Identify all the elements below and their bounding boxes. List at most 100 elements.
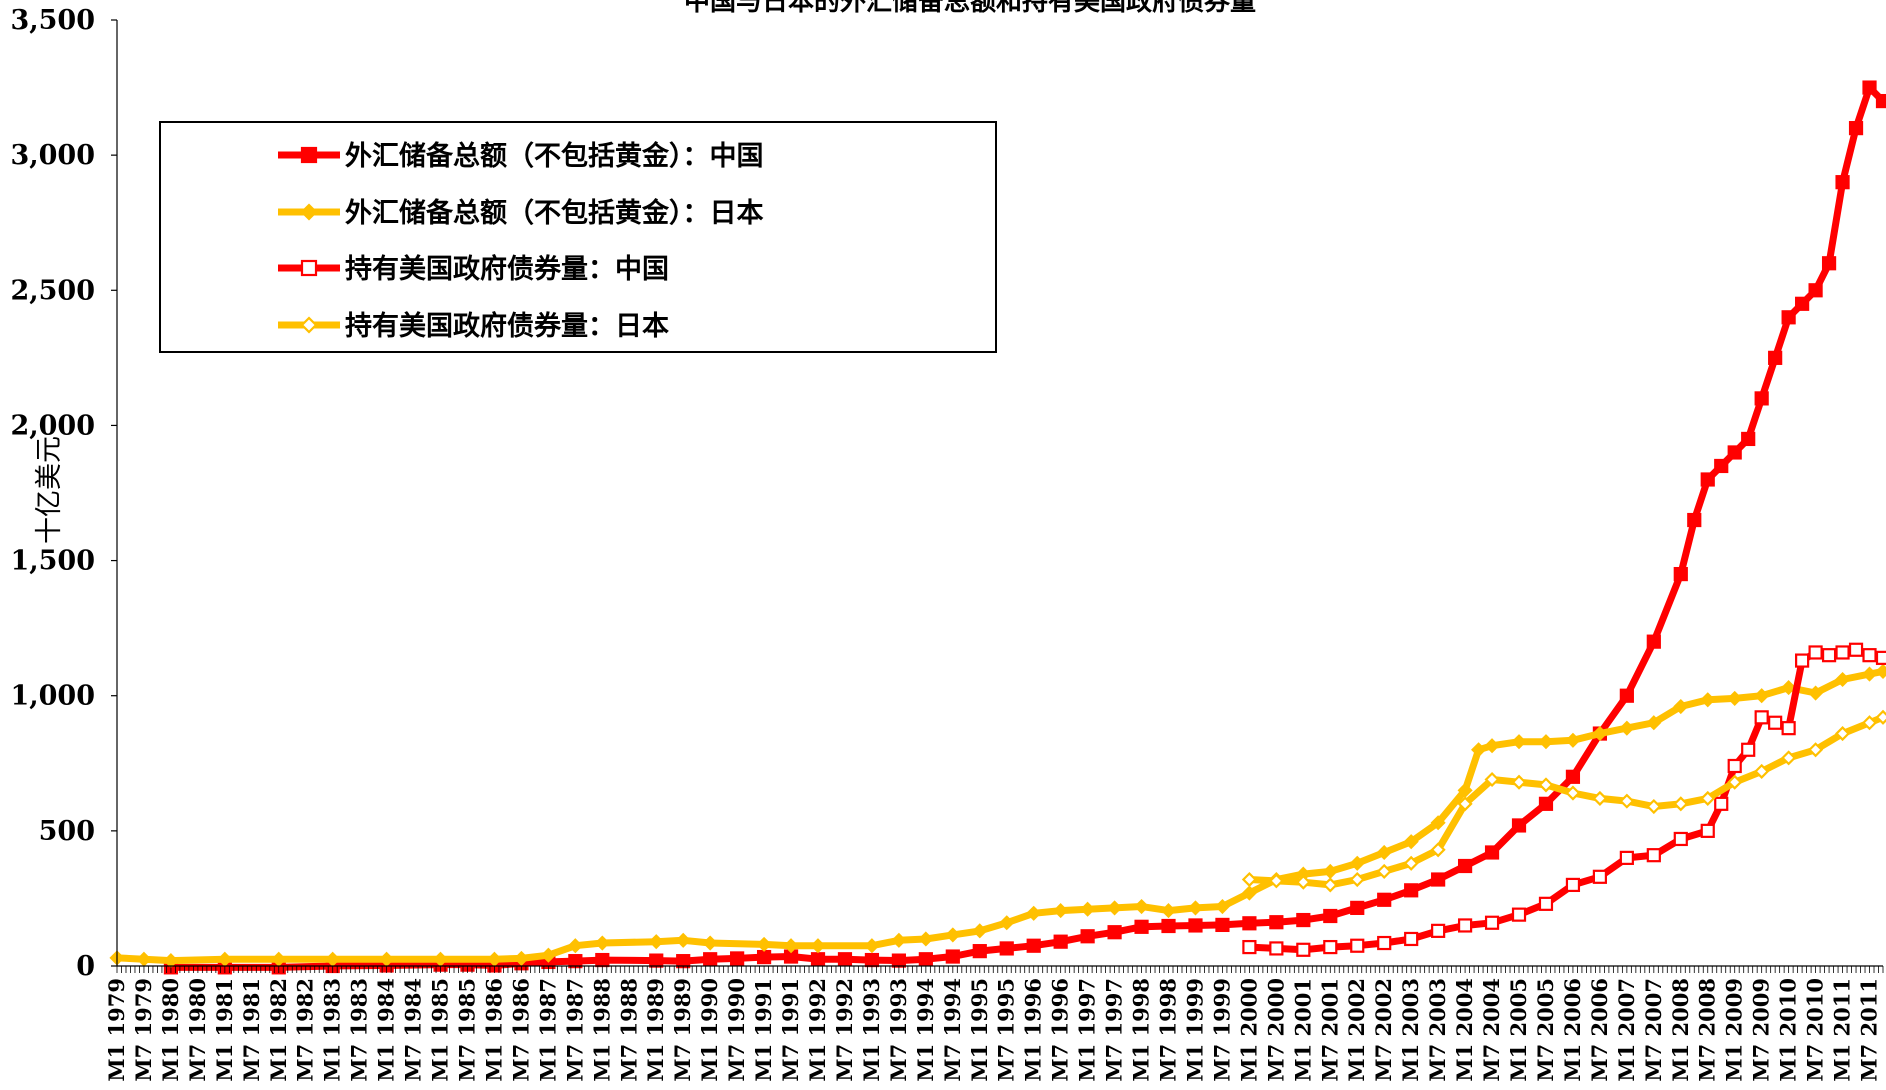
x-tick-label: M1 2006 [1560, 978, 1585, 1082]
data-point [864, 952, 880, 968]
data-point [1538, 777, 1554, 793]
data-point [1269, 941, 1284, 956]
x-tick-label: M7 2011 [1857, 978, 1882, 1082]
data-point [703, 952, 718, 967]
data-point [1700, 472, 1715, 487]
y-tick-label: 1,000 [10, 681, 95, 712]
data-point [595, 952, 610, 968]
x-tick-label: M1 1989 [643, 978, 668, 1082]
data-point [1781, 721, 1796, 736]
data-point [1875, 663, 1886, 679]
data-point [1268, 873, 1284, 889]
data-point [1484, 771, 1500, 788]
x-tick-label: M7 1987 [562, 978, 587, 1082]
data-point [1484, 738, 1500, 754]
data-point [486, 951, 503, 967]
y-axis-label: 十亿美元 [34, 436, 65, 544]
data-point [1821, 256, 1837, 271]
data-point [1673, 566, 1688, 582]
x-tick-label: M7 2007 [1641, 978, 1666, 1082]
x-tick-label: M1 1982 [266, 978, 291, 1082]
data-point [1538, 796, 1554, 811]
data-point [1323, 939, 1338, 955]
data-point [1403, 834, 1419, 850]
y-tick-label: 0 [76, 951, 95, 982]
x-tick-label: M1 2007 [1614, 978, 1639, 1082]
data-point [379, 951, 395, 967]
x-tick-label: M7 1999 [1209, 978, 1234, 1082]
data-point [1404, 931, 1419, 947]
x-tick-label: M7 1988 [616, 978, 641, 1082]
x-tick-label: M1 1992 [805, 978, 830, 1082]
data-point [1241, 871, 1257, 888]
data-point [891, 932, 907, 948]
series-japan-treasuries [1241, 709, 1886, 893]
x-tick-label: M7 1982 [293, 978, 318, 1082]
data-point [1592, 869, 1608, 884]
data-point [972, 944, 987, 959]
data-point [1754, 710, 1769, 725]
data-point [1687, 512, 1702, 528]
y-tick-label: 3,500 [10, 5, 95, 36]
data-point [1673, 796, 1689, 812]
x-tick-label: M1 1987 [535, 978, 560, 1082]
data-point [1322, 877, 1338, 893]
legend-label: 外汇储备总额（不包括黄金）：日本 [345, 197, 764, 229]
x-tick-label: M1 2008 [1668, 978, 1693, 1082]
data-point [1511, 818, 1527, 833]
data-point [1565, 732, 1581, 748]
data-point [1241, 885, 1257, 901]
data-point [1484, 915, 1500, 930]
data-point [1781, 310, 1796, 325]
data-point [1269, 915, 1284, 930]
y-tick-label: 2,500 [10, 275, 95, 306]
data-point [1565, 877, 1581, 893]
x-tick-label: M7 2004 [1479, 978, 1504, 1082]
data-point [1741, 742, 1756, 757]
x-tick-label: M7 1985 [455, 978, 480, 1082]
x-tick-label: M1 2001 [1290, 978, 1315, 1082]
x-tick-label: M7 1983 [347, 978, 372, 1082]
data-point [217, 951, 233, 967]
y-tick-label: 3,000 [10, 140, 95, 171]
data-point [1026, 938, 1041, 953]
legend-item: 持有美国政府债券量：中国 [278, 253, 669, 285]
data-point [1727, 445, 1742, 460]
data-point [1808, 645, 1823, 660]
x-tick-label: M7 1986 [508, 978, 533, 1082]
data-point [1511, 774, 1527, 790]
data-point [1053, 934, 1068, 949]
data-point [1404, 883, 1419, 898]
legend: 外汇储备总额（不包括黄金）：中国外汇储备总额（不包括黄金）：日本持有美国政府债券… [159, 121, 997, 353]
data-point [1808, 742, 1824, 758]
data-point [568, 954, 583, 969]
data-point [1875, 709, 1886, 725]
data-point [1431, 923, 1446, 938]
data-point [1619, 793, 1635, 809]
x-tick-label: M7 1995 [994, 978, 1019, 1082]
data-point [1808, 685, 1824, 701]
data-point [1296, 912, 1311, 928]
y-tick-label: 2,000 [10, 410, 95, 441]
x-tick-label: M7 1981 [239, 978, 264, 1082]
data-point [1875, 650, 1886, 665]
data-point [1471, 742, 1487, 758]
data-point [702, 935, 718, 951]
data-point [1430, 842, 1446, 858]
x-tick-label: M1 1990 [697, 978, 722, 1082]
data-point [675, 932, 691, 948]
data-point [1431, 872, 1446, 887]
data-point [1511, 907, 1527, 922]
data-point [1350, 938, 1365, 953]
legend-label: 外汇储备总额（不包括黄金）：中国 [345, 140, 764, 172]
data-point [1768, 350, 1783, 365]
data-point [300, 203, 318, 221]
data-point [1700, 790, 1716, 806]
data-point [1107, 900, 1123, 916]
data-point [1160, 903, 1177, 919]
x-tick-label: M7 1998 [1156, 978, 1181, 1082]
data-point [1161, 918, 1176, 934]
x-tick-label: M7 1980 [185, 978, 210, 1082]
x-tick-label: M1 1999 [1182, 978, 1207, 1082]
